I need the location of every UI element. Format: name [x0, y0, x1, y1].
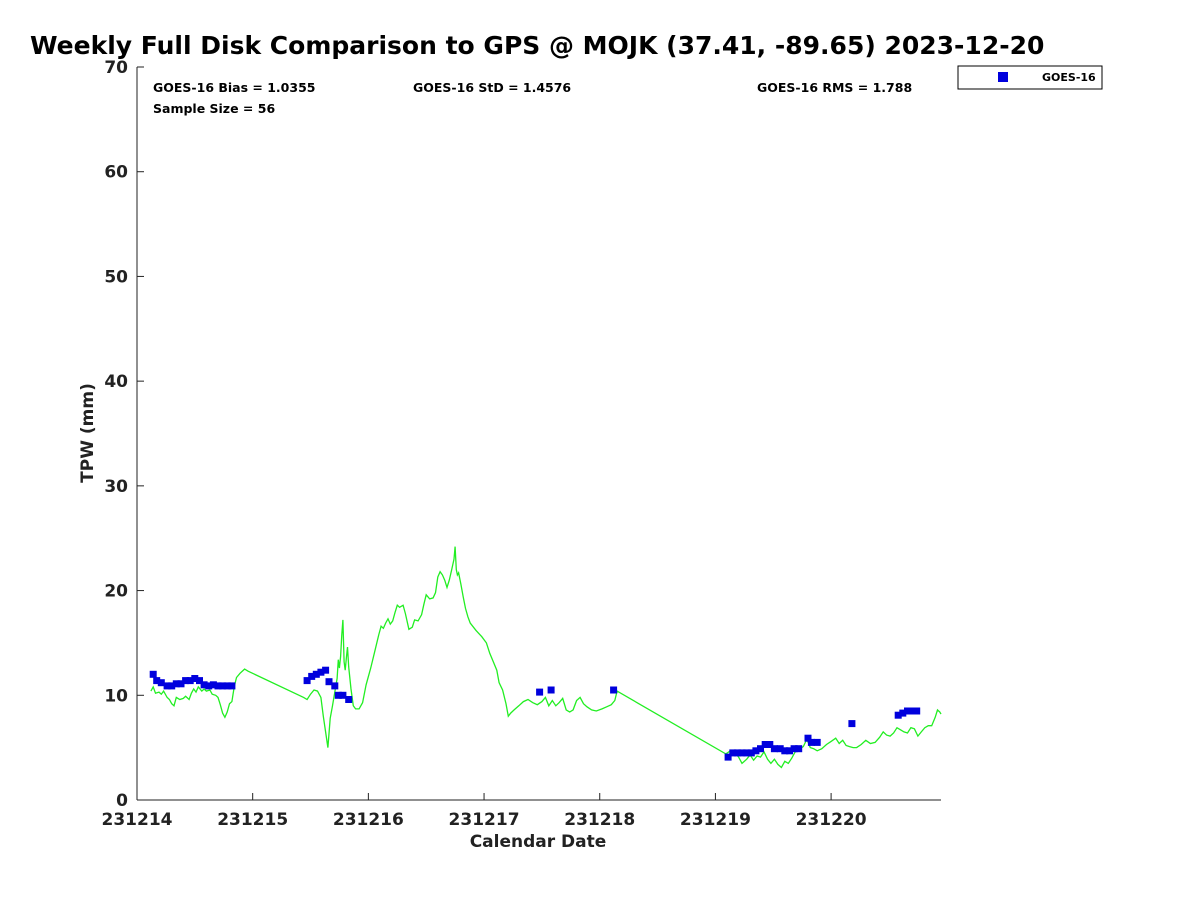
goes16-point: [908, 707, 916, 715]
goes16-point: [228, 682, 236, 690]
goes16-point: [729, 749, 737, 757]
goes16-point: [153, 677, 161, 685]
goes16-point: [766, 741, 774, 748]
goes16-point: [743, 749, 751, 757]
legend-marker-goes16: [998, 72, 1008, 82]
goes16-point: [770, 745, 778, 753]
goes16-point: [205, 682, 213, 690]
goes16-point: [322, 666, 330, 674]
goes16-point: [747, 749, 755, 757]
goes16-point: [790, 745, 798, 753]
bias-stat: GOES-16 Bias = 1.0355: [153, 80, 315, 95]
goes16-point: [547, 686, 555, 694]
legend-label-goes16: GOES-16: [1042, 71, 1096, 84]
goes16-point: [724, 753, 732, 761]
y-tick-label: 70: [104, 58, 128, 78]
goes16-point: [752, 747, 760, 755]
y-tick-label: 20: [104, 582, 128, 602]
goes16-point: [196, 677, 203, 685]
goes16-point: [191, 675, 199, 682]
goes16-point: [168, 682, 176, 690]
goes16-point: [200, 681, 208, 689]
goes16-point: [733, 749, 741, 757]
y-tick-label: 40: [104, 372, 128, 392]
goes16-point: [738, 749, 746, 757]
goes16-point: [345, 696, 353, 703]
goes16-point: [339, 691, 347, 699]
x-tick-label: 231218: [564, 810, 635, 830]
goes16-point: [848, 720, 856, 728]
goes16-point: [317, 668, 325, 676]
goes16-point: [209, 681, 217, 689]
goes16-point: [182, 677, 190, 685]
x-tick-label: 231214: [102, 810, 173, 830]
legend-box: [957, 65, 1103, 90]
goes16-point: [761, 741, 769, 748]
goes16-point: [813, 738, 821, 746]
goes16-point: [334, 691, 342, 699]
goes16-point: [807, 738, 815, 746]
goes16-point: [177, 680, 185, 688]
goes16-point: [776, 745, 784, 753]
goes16-point: [757, 745, 764, 753]
goes16-point: [163, 682, 171, 690]
goes16-point: [312, 670, 320, 678]
goes16-point: [149, 670, 157, 678]
goes16-point: [214, 682, 222, 690]
sample-size-stat: Sample Size = 56: [153, 101, 275, 116]
goes16-point: [219, 682, 227, 690]
x-tick-label: 231217: [449, 810, 520, 830]
goes16-point: [536, 688, 544, 696]
y-tick-label: 30: [104, 477, 128, 497]
y-tick-label: 0: [116, 791, 128, 811]
goes16-point: [610, 686, 618, 694]
goes16-point: [303, 677, 311, 685]
goes16-point: [781, 747, 789, 755]
legend: GOES-16: [957, 65, 1103, 90]
goes16-point: [172, 680, 180, 688]
y-tick-label: 60: [104, 163, 128, 183]
goes16-point: [308, 672, 316, 680]
goes16-point: [804, 734, 812, 742]
y-ticks: 0 10 20 30 40 50 60 70: [104, 58, 144, 811]
std-stat: GOES-16 StD = 1.4576: [413, 80, 571, 95]
goes16-point: [325, 678, 333, 686]
gps-line: [150, 546, 942, 769]
y-tick-label: 10: [104, 686, 128, 706]
goes16-point: [186, 677, 194, 685]
gps-series: [150, 546, 942, 769]
y-axis-label: TPW (mm): [78, 383, 98, 483]
goes16-point: [904, 707, 911, 715]
goes16-point: [331, 682, 339, 690]
x-axis-label: Calendar Date: [470, 832, 607, 852]
goes-series: [149, 666, 921, 761]
x-ticks: 231214 231215 231216 231217 231218 231219 2312…: [102, 793, 867, 830]
goes16-point: [157, 679, 165, 687]
goes16-point: [894, 711, 902, 719]
x-tick-label: 231216: [333, 810, 404, 830]
goes16-point: [223, 682, 231, 690]
x-tick-label: 231215: [217, 810, 288, 830]
x-tick-label: 231220: [796, 810, 867, 830]
goes16-point: [913, 707, 921, 715]
goes16-point: [899, 709, 907, 717]
x-tick-label: 231219: [680, 810, 751, 830]
y-tick-label: 50: [104, 267, 128, 287]
goes16-point: [786, 747, 793, 755]
chart-title: Weekly Full Disk Comparison to GPS @ MOJ…: [30, 31, 1044, 60]
plot-area: 0 10 20 30 40 50 60 70 231214 231215 231216 231217…: [102, 58, 942, 830]
rms-stat: GOES-16 RMS = 1.788: [757, 80, 912, 95]
goes16-point: [795, 745, 803, 753]
